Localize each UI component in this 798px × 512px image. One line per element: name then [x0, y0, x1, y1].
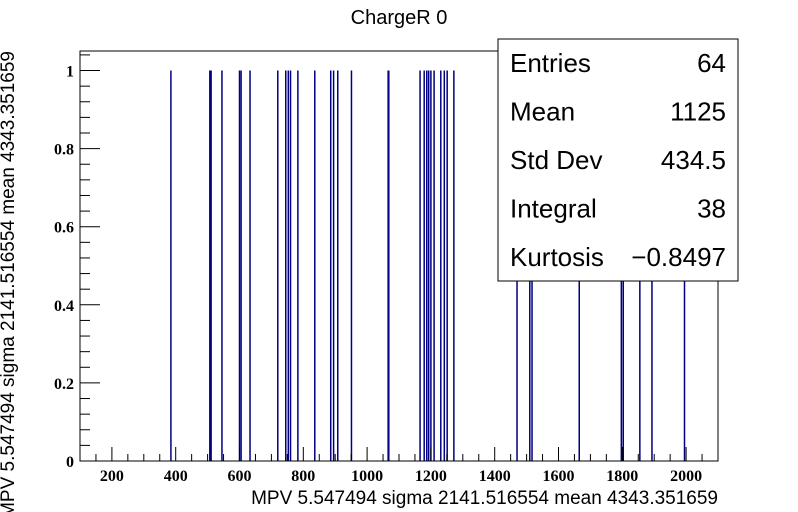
- x-tick-label: 200: [100, 468, 124, 485]
- stats-value: 1125: [670, 97, 726, 127]
- y-axis: 0 0.2 0.4 0.6 0.8 1: [54, 54, 100, 471]
- stats-box: Entries 64 Mean 1125 Std Dev 434.5 Integral 38 K…: [497, 38, 739, 282]
- x-axis: 200 400 600 800 1000 1200 1400 1600 1800 2000: [79, 447, 719, 485]
- stats-label: Entries: [510, 48, 591, 78]
- x-tick-label: 2000: [670, 468, 702, 485]
- x-tick-label: 1600: [543, 468, 575, 485]
- y-tick-label: 0.2: [54, 376, 74, 393]
- stats-value: 434.5: [661, 145, 726, 175]
- chart-title: ChargeR 0: [351, 7, 448, 29]
- x-tick-label: 400: [164, 468, 188, 485]
- x-axis-label: MPV 5.547494 sigma 2141.516554 mean 4343…: [251, 488, 718, 509]
- y-tick-label: 0.8: [54, 142, 74, 159]
- stats-value: −0.8497: [631, 242, 726, 272]
- stats-rows: Entries 64 Mean 1125 Std Dev 434.5 Integral 38 K…: [510, 48, 726, 272]
- stats-value: 64: [697, 48, 726, 78]
- stats-box-frame: [497, 38, 739, 282]
- stats-label: Integral: [510, 194, 597, 224]
- x-tick-label: 1000: [351, 468, 383, 485]
- y-tick-label: 1: [66, 64, 74, 81]
- stats-value: 38: [697, 194, 726, 224]
- y-axis-label: MPV 5.547494 sigma 2141.516554 mean 4343…: [0, 51, 19, 512]
- y-tick-label: 0.6: [54, 220, 74, 237]
- x-tick-label: 1400: [479, 468, 511, 485]
- y-tick-label: 0: [66, 454, 74, 471]
- x-tick-label: 1800: [606, 468, 638, 485]
- x-tick-label: 800: [291, 468, 315, 485]
- stats-label: Mean: [510, 97, 575, 127]
- y-tick-label: 0.4: [54, 298, 74, 315]
- stats-label: Std Dev: [510, 145, 603, 175]
- stats-label: Kurtosis: [510, 242, 604, 272]
- x-tick-label: 600: [228, 468, 252, 485]
- x-tick-label: 1200: [415, 468, 447, 485]
